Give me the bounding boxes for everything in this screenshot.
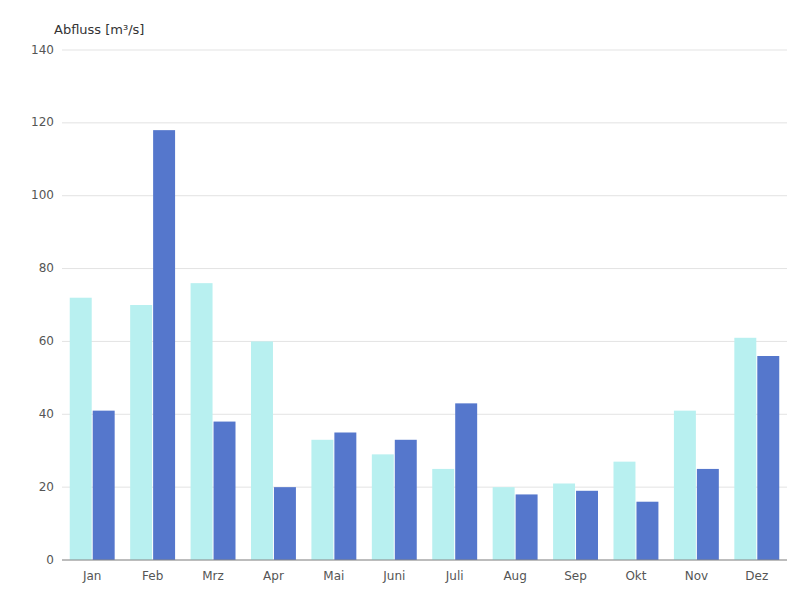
- x-tick-label: Jan: [82, 569, 102, 583]
- x-tick-label: Aug: [503, 569, 526, 583]
- chart-container: 0 20 40 60 80 100 120 140 Jan Feb Mrz Apr Mai Juni Jul…: [0, 0, 809, 602]
- grid-line: [62, 122, 787, 123]
- x-tick-label: Sep: [564, 569, 587, 583]
- y-tick-labels: 0 20 40 60 80 100 120 140: [31, 43, 54, 567]
- bar: [395, 440, 417, 560]
- x-axis-line: [62, 560, 787, 561]
- bar: [70, 298, 92, 560]
- x-tick-label: Juli: [445, 569, 464, 583]
- x-tick-label: Okt: [625, 569, 646, 583]
- bar: [130, 305, 152, 560]
- y-tick-label: 120: [31, 115, 54, 129]
- bar: [576, 491, 598, 560]
- grid: [62, 50, 787, 560]
- y-tick-label: 140: [31, 43, 54, 57]
- bar: [734, 338, 756, 560]
- x-tick-label: Juni: [382, 569, 405, 583]
- x-tick-label: Nov: [685, 569, 708, 583]
- bar: [697, 469, 719, 560]
- bar: [191, 283, 213, 560]
- bar: [274, 487, 296, 560]
- bar: [153, 130, 175, 560]
- bar: [674, 411, 696, 560]
- x-tick-label: Mrz: [202, 569, 224, 583]
- x-tick-labels: Jan Feb Mrz Apr Mai Juni Juli Aug Sep Okt Nov Dez: [82, 569, 768, 583]
- y-tick-label: 100: [31, 188, 54, 202]
- y-tick-label: 0: [46, 553, 54, 567]
- x-tick-label: Mai: [323, 569, 344, 583]
- bar: [636, 502, 658, 560]
- bar: [214, 422, 236, 560]
- y-tick-label: 40: [39, 407, 54, 421]
- bar: [372, 454, 394, 560]
- bar: [757, 356, 779, 560]
- bar: [93, 411, 115, 560]
- bar: [432, 469, 454, 560]
- y-tick-label: 20: [39, 480, 54, 494]
- bar: [516, 494, 538, 560]
- grid-line: [62, 50, 787, 51]
- x-tick-label: Apr: [263, 569, 284, 583]
- bar: [493, 487, 515, 560]
- grid-line: [62, 560, 787, 561]
- bars: [70, 130, 780, 560]
- bar: [334, 433, 356, 561]
- bar: [251, 341, 273, 560]
- chart-svg: 0 20 40 60 80 100 120 140 Jan Feb Mrz Apr Mai Juni Jul…: [0, 0, 809, 602]
- bar-series: [93, 130, 780, 560]
- bar: [455, 403, 477, 560]
- bar: [311, 440, 333, 560]
- x-tick-label: Dez: [745, 569, 768, 583]
- y-axis-label: Abfluss [m³/s]: [54, 22, 144, 37]
- y-tick-label: 80: [39, 261, 54, 275]
- x-tick-label: Feb: [142, 569, 163, 583]
- bar: [553, 484, 575, 561]
- bar: [614, 462, 636, 560]
- y-tick-label: 60: [39, 334, 54, 348]
